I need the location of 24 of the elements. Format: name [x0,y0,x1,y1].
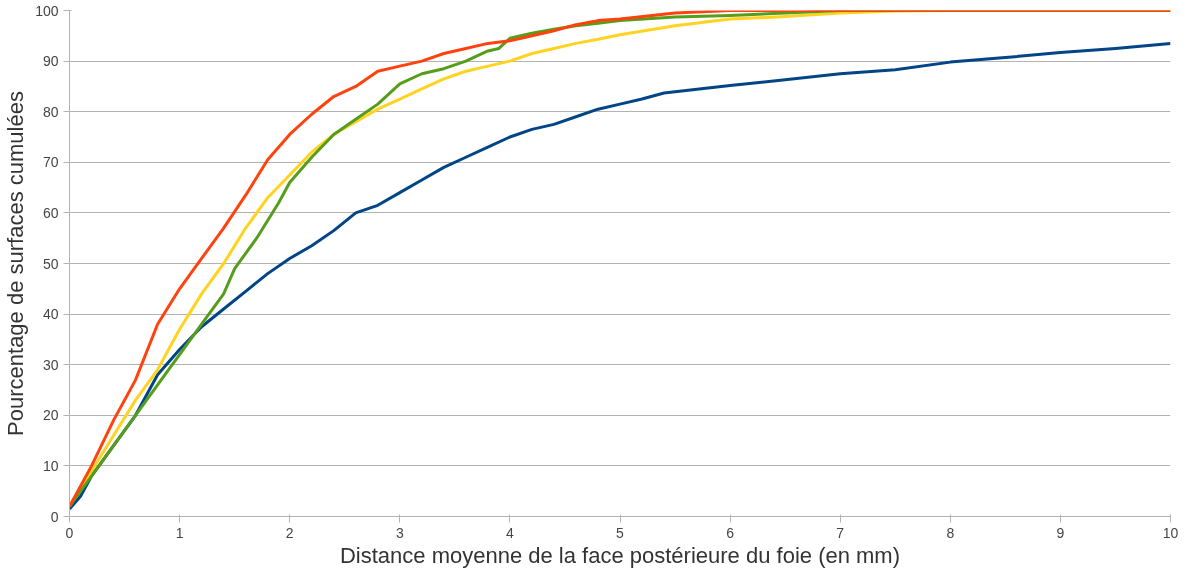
x-tick-label: 5 [616,524,625,541]
y-tick-label: 100 [35,2,59,19]
x-tick-label: 0 [65,524,74,541]
y-tick-label: 50 [42,255,59,272]
y-tick-label: 40 [42,306,59,323]
y-tick-label: 90 [42,53,59,70]
y-tick-label: 80 [42,103,59,120]
y-tick-label: 20 [42,407,59,424]
x-axis-title: Distance moyenne de la face postérieure du foie (en mm) [339,542,901,568]
y-axis-title: Pourcentage de surfaces cumulées [3,91,29,436]
x-tick-label: 6 [726,524,735,541]
x-tick-label: 10 [1162,524,1179,541]
y-tick-label: 70 [42,154,59,171]
x-tick-label: 3 [395,524,404,541]
x-tick-label: 7 [836,524,845,541]
y-tick-label: 0 [50,508,59,525]
x-tick-label: 2 [285,524,294,541]
y-tick-label: 10 [42,457,59,474]
x-tick-label: 1 [175,524,184,541]
x-tick-label: 9 [1056,524,1065,541]
x-tick-label: 8 [946,524,955,541]
y-tick-label: 30 [42,356,59,373]
x-tick-label: 4 [506,524,515,541]
y-tick-label: 60 [42,204,59,221]
